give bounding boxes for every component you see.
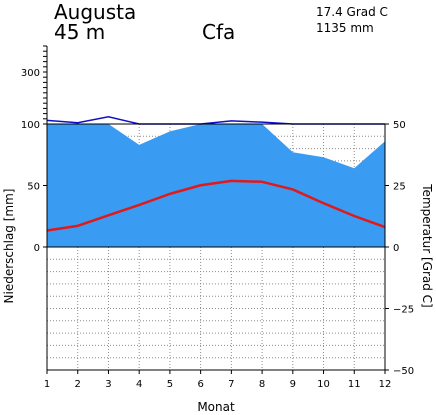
x-tick-label-1: 1: [44, 379, 50, 390]
temperature-path: [46, 179, 386, 232]
precipitation-excess-path: [46, 115, 385, 125]
left-compressed-tick-label: 300: [21, 68, 40, 79]
station-name: Augusta: [54, 0, 136, 24]
chart-axes: [43, 45, 389, 374]
x-axis-label: Monat: [197, 400, 235, 414]
right-tick-label: 50: [393, 120, 406, 131]
x-tick-label-3: 3: [105, 379, 111, 390]
left-axis-label: Niederschlag [mm]: [2, 189, 16, 304]
x-tick-label-5: 5: [167, 379, 173, 390]
annual-temperature: 17.4 Grad C: [316, 5, 388, 19]
left-tick-label: 0: [34, 243, 40, 254]
x-tick-label-7: 7: [228, 379, 234, 390]
x-tick-label-4: 4: [136, 379, 142, 390]
x-tick-label-8: 8: [259, 379, 265, 390]
x-tick-label-10: 10: [317, 379, 330, 390]
right-tick-label: 0: [393, 243, 399, 254]
right-tick-label: 25: [393, 182, 406, 193]
right-axis-label: Temperatur [Grad C]: [420, 183, 434, 307]
temperature-line: [46, 179, 386, 232]
precipitation-excess-line: [46, 115, 385, 125]
x-tick-label-2: 2: [75, 379, 81, 390]
precipitation-area: [47, 124, 385, 247]
left-tick-label: 50: [27, 182, 40, 193]
right-tick-label: −50: [393, 366, 414, 377]
annual-precipitation: 1135 mm: [316, 21, 374, 35]
station-elevation: 45 m: [54, 20, 105, 44]
climate-class: Cfa: [202, 20, 235, 44]
x-tick-label-11: 11: [348, 379, 361, 390]
x-tick-label-12: 12: [379, 379, 392, 390]
left-tick-label: 100: [21, 120, 40, 131]
x-tick-label-6: 6: [197, 379, 203, 390]
precipitation-fill: [47, 124, 385, 247]
right-tick-label: −25: [393, 305, 414, 316]
x-tick-label-9: 9: [290, 379, 296, 390]
